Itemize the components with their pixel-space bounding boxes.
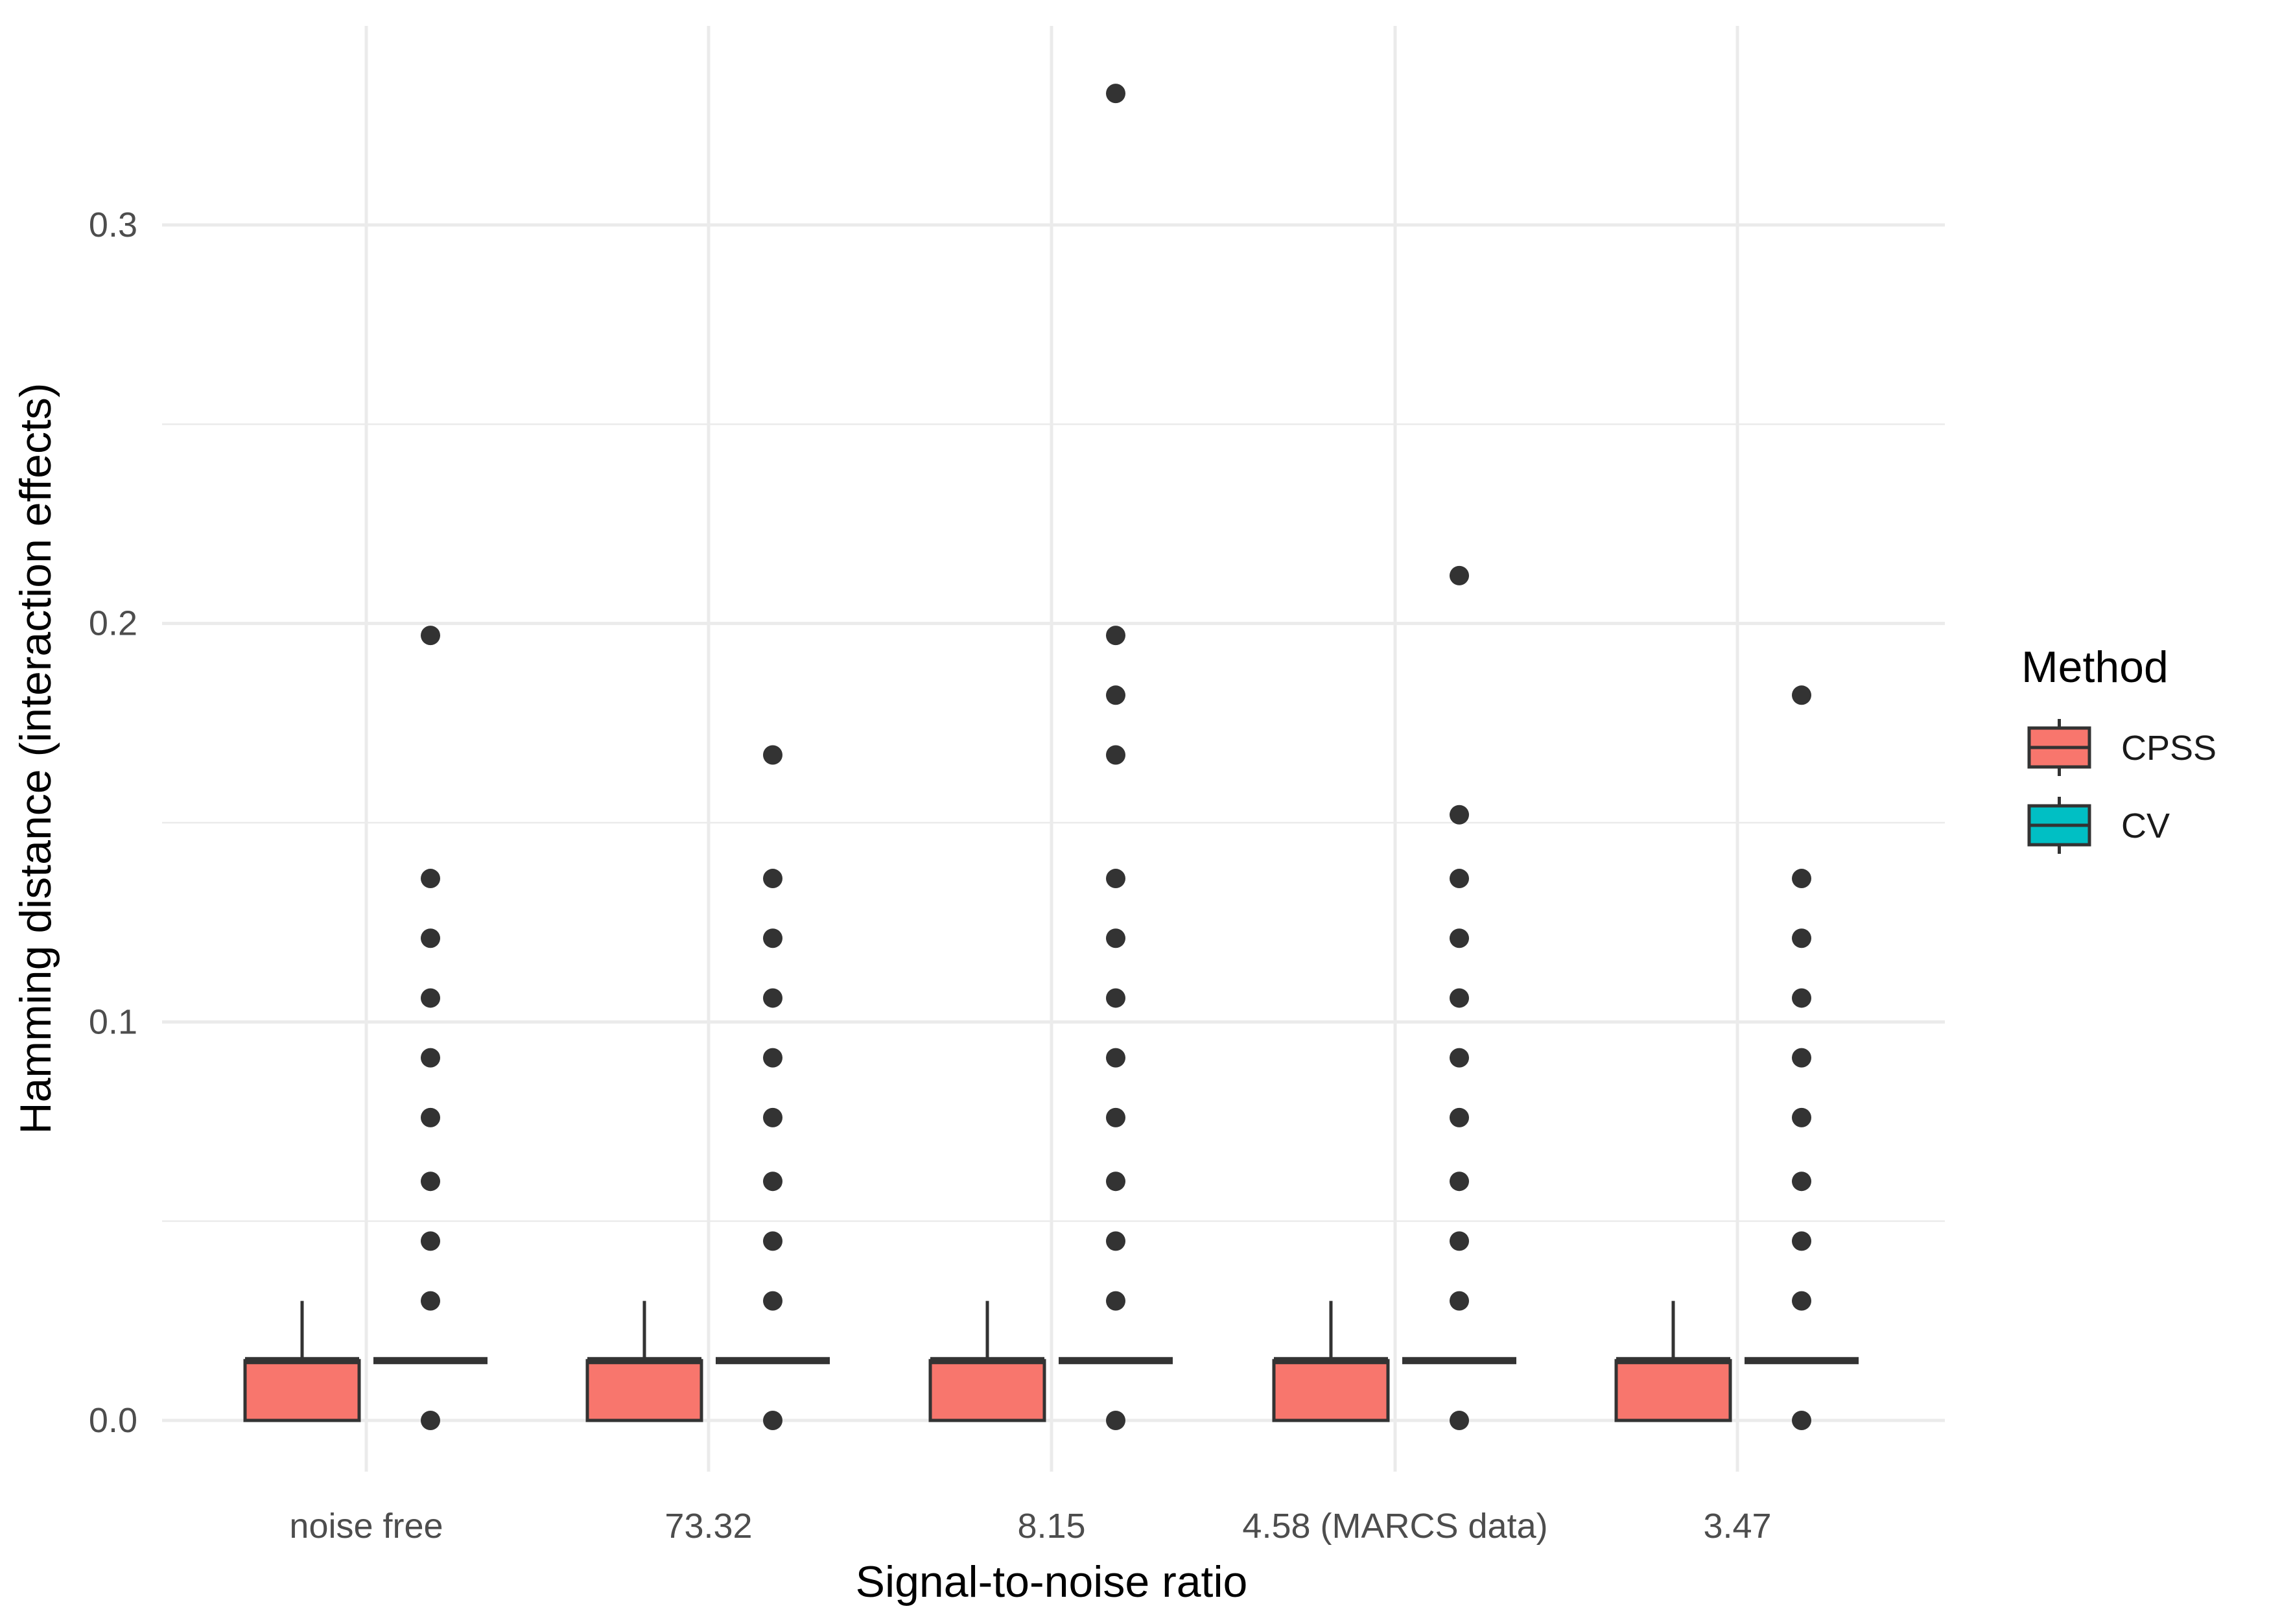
outlier-point bbox=[1106, 745, 1125, 765]
outlier-point bbox=[1106, 1107, 1125, 1127]
outlier-point bbox=[763, 988, 782, 1008]
outlier-point bbox=[1792, 1411, 1811, 1430]
outlier-point bbox=[1450, 1291, 1469, 1311]
boxplot-cv bbox=[373, 626, 488, 1430]
outlier-point bbox=[763, 1231, 782, 1251]
plot-marks bbox=[243, 84, 1859, 1430]
boxplot-cv bbox=[716, 745, 830, 1430]
outlier-point bbox=[1106, 1171, 1125, 1192]
boxplot-cpss bbox=[585, 1300, 703, 1422]
legend-title: Method bbox=[2021, 642, 2169, 692]
boxplot-cpss bbox=[928, 1300, 1046, 1422]
outlier-point bbox=[421, 626, 440, 646]
outlier-point bbox=[421, 1231, 440, 1251]
outlier-point bbox=[421, 1411, 440, 1430]
outlier-point bbox=[1450, 805, 1469, 825]
outlier-point bbox=[1106, 1291, 1125, 1311]
outlier-point bbox=[421, 1291, 440, 1311]
legend-key-cpss: CPSS bbox=[2027, 719, 2216, 776]
outlier-point bbox=[1792, 988, 1811, 1008]
outlier-point bbox=[1792, 685, 1811, 705]
legend-label: CV bbox=[2121, 806, 2170, 845]
outlier-point bbox=[1792, 1231, 1811, 1251]
outlier-point bbox=[763, 1171, 782, 1192]
outlier-point bbox=[1450, 1107, 1469, 1127]
y-tick-label: 0.2 bbox=[89, 604, 137, 643]
box bbox=[585, 1359, 703, 1422]
outlier-point bbox=[1450, 988, 1469, 1008]
box bbox=[1614, 1359, 1732, 1422]
boxplot-cv bbox=[1059, 84, 1173, 1430]
boxplot-cv bbox=[1745, 685, 1859, 1430]
outlier-point bbox=[1450, 565, 1469, 585]
x-tick-label: 8.15 bbox=[1017, 1507, 1085, 1546]
legend-label: CPSS bbox=[2121, 729, 2216, 768]
tick-labels: 0.0 0.1 0.2 0.3 noise free 73.32 8.15 4.58 (MAR… bbox=[89, 206, 1772, 1546]
outlier-point bbox=[1450, 1171, 1469, 1192]
box bbox=[1272, 1359, 1390, 1422]
outlier-point bbox=[1792, 869, 1811, 889]
outlier-point bbox=[1106, 1048, 1125, 1068]
outlier-point bbox=[1450, 928, 1469, 948]
outlier-point bbox=[1106, 869, 1125, 889]
outlier-point bbox=[1450, 1231, 1469, 1251]
outlier-point bbox=[421, 1048, 440, 1068]
outlier-point bbox=[1450, 1411, 1469, 1430]
outlier-point bbox=[763, 928, 782, 948]
boxplot-cpss bbox=[243, 1300, 361, 1422]
boxplot-cv bbox=[1402, 565, 1516, 1430]
y-tick-label: 0.0 bbox=[89, 1401, 137, 1440]
outlier-point bbox=[1106, 988, 1125, 1008]
outlier-point bbox=[1450, 869, 1469, 889]
x-tick-label: 3.47 bbox=[1703, 1507, 1771, 1546]
outlier-point bbox=[1792, 1171, 1811, 1192]
outlier-point bbox=[421, 928, 440, 948]
outlier-point bbox=[1792, 928, 1811, 948]
x-tick-label: 73.32 bbox=[664, 1507, 752, 1546]
y-tick-label: 0.1 bbox=[89, 1002, 137, 1041]
outlier-point bbox=[1792, 1107, 1811, 1127]
outlier-point bbox=[1106, 1231, 1125, 1251]
grid bbox=[162, 26, 1945, 1472]
outlier-point bbox=[763, 1411, 782, 1430]
outlier-point bbox=[1106, 685, 1125, 705]
outlier-point bbox=[1106, 928, 1125, 948]
legend-keys: CPSS CV bbox=[2027, 719, 2216, 854]
x-tick-label: 4.58 (MARCS data) bbox=[1242, 1507, 1547, 1546]
outlier-point bbox=[1106, 1411, 1125, 1430]
boxplot-cpss bbox=[1272, 1300, 1390, 1422]
outlier-point bbox=[1106, 84, 1125, 104]
outlier-point bbox=[421, 1107, 440, 1127]
outlier-point bbox=[421, 869, 440, 889]
y-axis-title: Hamming distance (interaction effects) bbox=[11, 382, 60, 1134]
outlier-point bbox=[763, 1291, 782, 1311]
y-tick-label: 0.3 bbox=[89, 206, 137, 244]
outlier-point bbox=[763, 745, 782, 765]
outlier-point bbox=[763, 869, 782, 889]
outlier-point bbox=[1106, 626, 1125, 646]
outlier-point bbox=[421, 988, 440, 1008]
outlier-point bbox=[763, 1048, 782, 1068]
box bbox=[243, 1359, 361, 1422]
box bbox=[928, 1359, 1046, 1422]
legend: Method CPSS CV bbox=[2021, 642, 2216, 854]
outlier-point bbox=[1450, 1048, 1469, 1068]
legend-key-cv: CV bbox=[2027, 797, 2170, 854]
outlier-point bbox=[1792, 1291, 1811, 1311]
outlier-point bbox=[1792, 1048, 1811, 1068]
outlier-point bbox=[763, 1107, 782, 1127]
x-tick-label: noise free bbox=[289, 1507, 443, 1546]
x-axis-title: Signal-to-noise ratio bbox=[856, 1557, 1248, 1606]
boxplot-cpss bbox=[1614, 1300, 1732, 1422]
outlier-point bbox=[421, 1171, 440, 1192]
